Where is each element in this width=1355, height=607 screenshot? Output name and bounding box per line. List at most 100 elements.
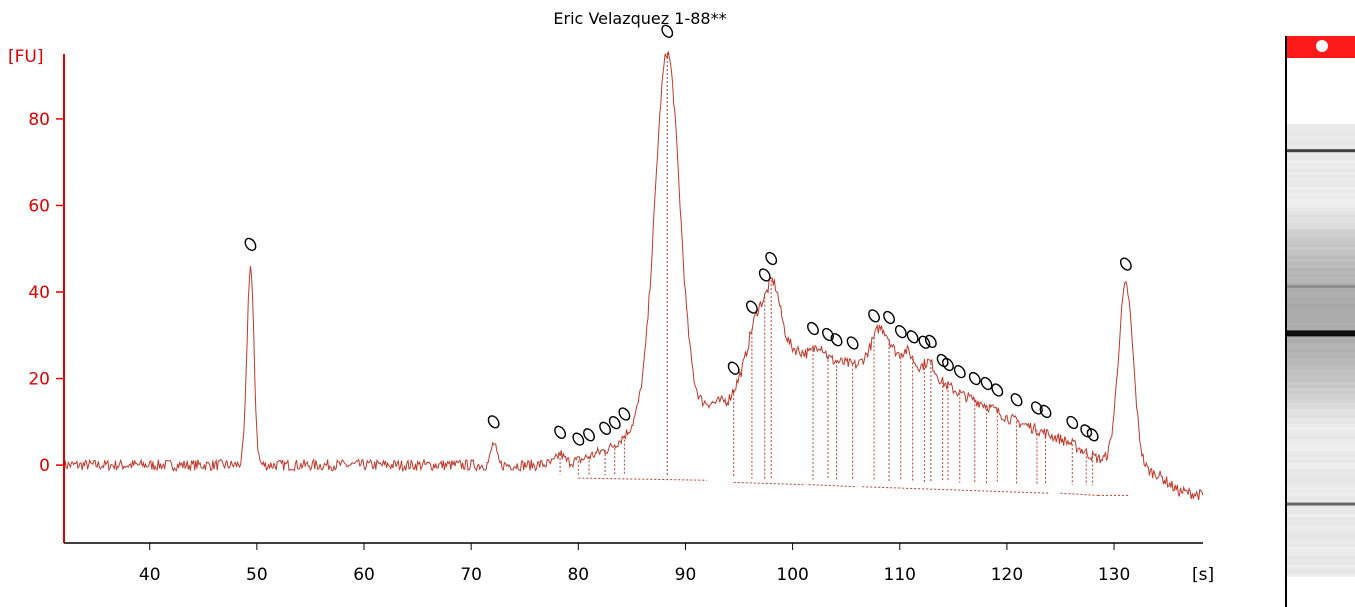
gel-stripe xyxy=(1287,526,1355,529)
gel-stripe xyxy=(1287,367,1355,370)
gel-stripe xyxy=(1287,385,1355,388)
gel-stripe xyxy=(1287,340,1355,343)
peak-marker xyxy=(745,300,758,314)
gel-stripe xyxy=(1287,133,1355,136)
gel-stripe xyxy=(1287,406,1355,409)
gel-band xyxy=(1287,149,1355,153)
x-tick-label: 110 xyxy=(884,565,916,585)
gel-stripe xyxy=(1287,328,1355,331)
gel-stripe xyxy=(1287,505,1355,508)
gel-stripe xyxy=(1287,190,1355,193)
plot-area xyxy=(63,24,1204,501)
gel-stripe xyxy=(1287,274,1355,277)
gel-stripe xyxy=(1287,301,1355,304)
gel-stripe xyxy=(1287,223,1355,226)
gel-stripe xyxy=(1287,391,1355,394)
integration-baseline xyxy=(862,486,1050,494)
gel-band xyxy=(1287,502,1355,506)
gel-stripe xyxy=(1287,154,1355,157)
gel-stripe xyxy=(1287,271,1355,274)
gel-stripe xyxy=(1287,232,1355,235)
gel-stripe xyxy=(1287,397,1355,400)
gel-stripe xyxy=(1287,400,1355,403)
gel-stripe xyxy=(1287,487,1355,490)
gel-stripe xyxy=(1287,445,1355,448)
gel-stripe xyxy=(1287,559,1355,562)
gel-stripe xyxy=(1287,373,1355,376)
peak-marker xyxy=(968,371,981,386)
gel-stripe xyxy=(1287,481,1355,484)
gel-stripe xyxy=(1287,292,1355,295)
gel-stripe xyxy=(1287,466,1355,469)
x-tick-label: 40 xyxy=(139,565,161,585)
gel-stripe xyxy=(1287,490,1355,493)
gel-stripe xyxy=(1287,469,1355,472)
gel-stripe xyxy=(1287,145,1355,148)
gel-stripe xyxy=(1287,220,1355,223)
x-tick-label: 120 xyxy=(991,565,1023,585)
gel-stripe xyxy=(1287,562,1355,565)
gel-lane xyxy=(1285,36,1355,607)
gel-image xyxy=(1287,124,1355,577)
gel-stripe xyxy=(1287,574,1355,577)
gel-stripe xyxy=(1287,370,1355,373)
gel-stripe xyxy=(1287,175,1355,178)
gel-stripe xyxy=(1287,511,1355,514)
peak-marker xyxy=(953,365,966,379)
gel-stripe xyxy=(1287,433,1355,436)
integration-baseline xyxy=(578,477,707,481)
y-axis-ticks: 0 20 40 60 80 xyxy=(28,110,64,476)
y-tick-label: 0 xyxy=(39,456,50,476)
gel-stripe xyxy=(1287,151,1355,154)
gel-stripe xyxy=(1287,184,1355,187)
gel-stripe xyxy=(1287,325,1355,328)
gel-stripe xyxy=(1287,517,1355,520)
gel-stripe xyxy=(1287,124,1355,127)
gel-stripe xyxy=(1287,298,1355,301)
gel-stripe xyxy=(1287,493,1355,496)
peak-marker xyxy=(599,421,612,435)
y-tick-label: 20 xyxy=(28,370,50,390)
peak-marker xyxy=(980,376,993,391)
x-tick-label: 90 xyxy=(675,565,697,585)
peak-marker xyxy=(554,425,567,439)
gel-stripe xyxy=(1287,556,1355,559)
gel-stripe xyxy=(1287,259,1355,262)
peak-marker xyxy=(758,268,771,282)
integration-baseline xyxy=(808,484,857,488)
x-tick-label: 60 xyxy=(353,565,375,585)
gel-stripe xyxy=(1287,178,1355,181)
gel-stripe xyxy=(1287,136,1355,139)
gel-stripe xyxy=(1287,250,1355,253)
x-tick-label: 100 xyxy=(776,565,808,585)
peak-marker xyxy=(868,309,880,323)
gel-stripe xyxy=(1287,436,1355,439)
gel-stripe xyxy=(1287,439,1355,442)
gel-stripe xyxy=(1287,208,1355,211)
gel-stripe xyxy=(1287,571,1355,574)
gel-stripe xyxy=(1287,364,1355,367)
gel-stripe xyxy=(1287,217,1355,220)
gel-stripe xyxy=(1287,499,1355,502)
gel-stripe xyxy=(1287,409,1355,412)
gel-stripe xyxy=(1287,346,1355,349)
gel-stripe xyxy=(1287,283,1355,286)
gel-stripe xyxy=(1287,382,1355,385)
peak-marker xyxy=(618,407,631,421)
gel-stripe xyxy=(1287,277,1355,280)
peak-marker xyxy=(1119,257,1132,271)
gel-stripe xyxy=(1287,541,1355,544)
gel-marker-bar xyxy=(1287,36,1355,58)
peak-marker xyxy=(1039,404,1052,419)
gel-stripe xyxy=(1287,172,1355,175)
gel-stripe xyxy=(1287,355,1355,358)
gel-stripe xyxy=(1287,244,1355,247)
peak-marker xyxy=(727,361,740,375)
gel-stripe xyxy=(1287,358,1355,361)
gel-stripe xyxy=(1287,508,1355,511)
peak-marker xyxy=(765,251,778,266)
electropherogram-chart: Eric Velazquez 1-88** 0 20 40 60 80 40 50 60 70… xyxy=(8,9,1214,585)
gel-stripe xyxy=(1287,514,1355,517)
gel-stripe xyxy=(1287,532,1355,535)
gel-stripe xyxy=(1287,289,1355,292)
